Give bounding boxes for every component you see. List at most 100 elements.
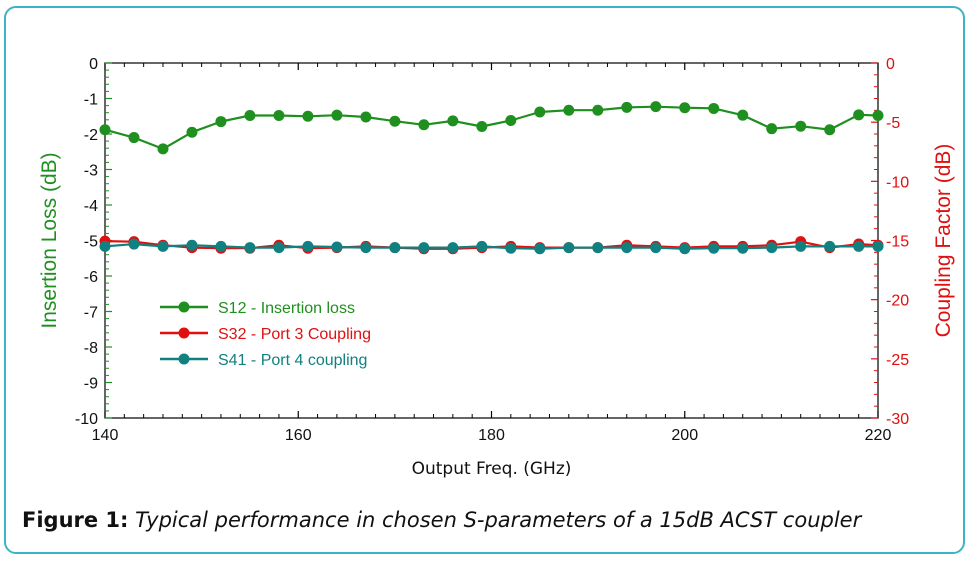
data-point-s41 (302, 240, 314, 252)
data-point-s41 (592, 242, 604, 254)
data-point-s41 (476, 240, 488, 252)
series-line-s41 (104, 243, 878, 250)
legend-entry-s32: S32 - Port 3 Coupling (160, 326, 371, 343)
y2-tick-label: -30 (886, 411, 909, 428)
data-point-s12 (389, 115, 401, 127)
data-point-s12 (128, 132, 140, 144)
x-tick-label: 180 (478, 427, 505, 444)
data-point-s12 (157, 143, 169, 155)
figure-caption: Figure 1: Typical performance in chosen … (22, 508, 861, 532)
data-point-s12 (302, 110, 314, 122)
y2-tick-label: 0 (886, 56, 895, 73)
x-tick-label: 140 (92, 427, 119, 444)
y2-tick-label: -20 (886, 293, 909, 310)
data-point-s12 (360, 111, 372, 123)
legend: S12 - Insertion loss S32 - Port 3 Couplin… (160, 300, 371, 369)
data-point-s41 (563, 242, 575, 254)
y-tick-label: -3 (84, 163, 98, 180)
data-point-s41 (679, 243, 691, 255)
data-point-s41 (186, 239, 198, 251)
data-point-s41 (505, 242, 517, 254)
x-axis: 140 160 180 200 220 (92, 63, 892, 444)
x-tick-label: 200 (671, 427, 698, 444)
data-point-s12 (679, 102, 691, 114)
y-tick-label: -5 (84, 234, 98, 251)
y-tick-label: -2 (84, 127, 98, 144)
y-tick-label: -1 (84, 92, 98, 109)
data-point-s41 (650, 242, 662, 254)
data-point-s12 (872, 110, 884, 122)
data-point-s41 (737, 242, 749, 254)
data-point-s41 (766, 242, 778, 254)
data-point-s41 (795, 240, 807, 252)
y2-tick-label: -5 (886, 115, 900, 132)
y-tick-label: -4 (84, 198, 98, 215)
s-parameter-chart: 140 160 180 200 220 0 -1 -2 -3 -4 -5 -6 -7 -8 -9 -10 0… (38, 56, 955, 479)
data-point-s12 (331, 109, 343, 121)
data-point-s41 (244, 242, 256, 254)
series-s41 (99, 238, 884, 255)
y-tick-label: 0 (89, 56, 98, 73)
x-tick-label: 160 (285, 427, 312, 444)
data-point-s41 (824, 240, 836, 252)
right-y-axis: 0 -5 -10 -15 -20 -25 -30 (871, 56, 909, 428)
data-point-s12 (505, 115, 517, 127)
series-line-s12 (104, 105, 879, 150)
y-tick-label: -9 (84, 376, 98, 393)
data-point-s12 (186, 126, 198, 138)
legend-label: S32 - Port 3 Coupling (218, 326, 371, 343)
data-point-s41 (853, 240, 865, 252)
series-s12 (99, 101, 884, 155)
data-point-s41 (708, 242, 720, 254)
legend-label: S12 - Insertion loss (218, 300, 355, 317)
data-point-s41 (215, 240, 227, 252)
data-point-s12 (737, 109, 749, 121)
data-point-s12 (534, 106, 546, 118)
caption-label: Figure 1: (22, 508, 129, 532)
legend-swatch-marker (178, 301, 190, 313)
data-point-s12 (99, 124, 111, 136)
data-point-s12 (447, 115, 459, 127)
data-point-s12 (853, 109, 865, 121)
legend-swatch-marker (178, 353, 190, 365)
left-y-axis-label: Insertion Loss (dB) (38, 152, 61, 328)
data-point-s41 (360, 242, 372, 254)
y-tick-label: -10 (75, 411, 98, 428)
y-tick-label: -6 (84, 269, 98, 286)
y-tick-label: -8 (84, 340, 98, 357)
y-tick-label: -7 (84, 305, 98, 322)
y2-tick-label: -25 (886, 352, 909, 369)
data-point-s41 (534, 243, 546, 255)
data-point-s41 (128, 238, 140, 250)
data-point-s41 (157, 240, 169, 252)
data-point-s41 (273, 242, 285, 254)
legend-entry-s41: S41 - Port 4 coupling (160, 352, 367, 369)
data-point-s41 (389, 242, 401, 254)
x-axis-label: Output Freq. (GHz) (412, 459, 572, 479)
legend-entry-s12: S12 - Insertion loss (160, 300, 355, 317)
data-point-s41 (621, 242, 633, 254)
data-point-s12 (708, 102, 720, 114)
data-point-s12 (215, 116, 227, 128)
data-point-s12 (592, 104, 604, 116)
data-point-s41 (872, 240, 884, 252)
data-point-s41 (99, 240, 111, 252)
data-point-s12 (563, 104, 575, 116)
data-point-s12 (650, 101, 662, 113)
series-layer (99, 101, 884, 255)
legend-swatch-marker (178, 327, 190, 339)
data-point-s12 (273, 110, 285, 122)
data-point-s12 (418, 119, 430, 131)
x-tick-label: 220 (865, 427, 892, 444)
data-point-s12 (824, 124, 836, 136)
data-point-s41 (418, 242, 430, 254)
data-point-s12 (476, 121, 488, 133)
figure-frame (4, 6, 965, 554)
caption-text: Typical performance in chosen S-paramete… (135, 508, 862, 532)
data-point-s12 (244, 110, 256, 122)
y2-tick-label: -10 (886, 174, 909, 191)
y2-tick-label: -15 (886, 234, 909, 251)
data-point-s12 (766, 123, 778, 135)
data-point-s12 (795, 120, 807, 132)
right-y-axis-label: Coupling Factor (dB) (932, 144, 955, 338)
